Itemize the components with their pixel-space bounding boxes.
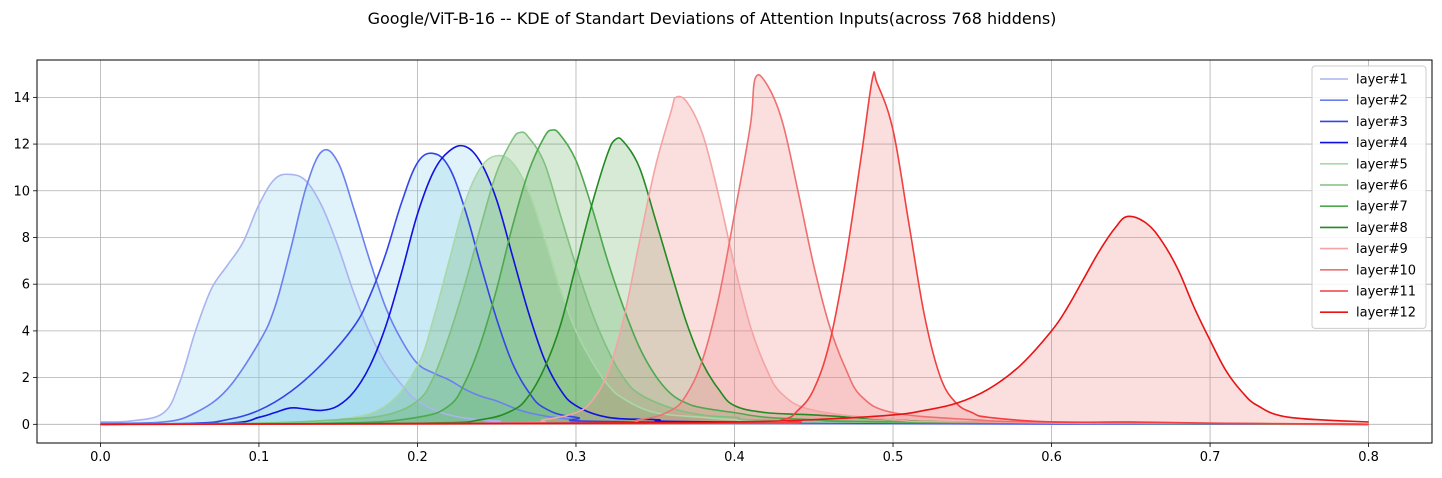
legend-label: layer#4 [1356,136,1408,151]
legend-label: layer#5 [1356,157,1408,172]
series-line-layer-1 [100,173,1369,426]
x-tick-label: 0.4 [724,450,745,465]
x-tick-label: 0.6 [1041,450,1062,465]
series-area-layer-1 [100,174,1369,425]
series-line-layer-8 [100,137,1369,426]
series-area-layer-3 [100,153,1369,425]
x-axis-ticks: 0.0 0.1 0.2 0.3 0.4 0.5 0.6 0.7 0.8 [90,443,1379,465]
y-tick-label: 0 [22,418,30,433]
legend-label: layer#3 [1356,115,1408,130]
y-tick-label: 12 [13,138,30,153]
x-tick-label: 0.5 [883,450,904,465]
series-line-layer-6 [100,131,1369,426]
y-tick-label: 4 [22,324,30,339]
legend-box [1311,65,1427,329]
series-area-layer-12 [100,216,1369,425]
series-line-layer-3 [100,152,1369,426]
y-tick-label: 6 [22,278,30,293]
series-line-layer-12 [100,215,1369,426]
y-axis-ticks: 0 2 4 6 8 10 12 14 [13,91,37,433]
legend-label: layer#10 [1356,263,1416,278]
series-area-layer-2 [100,149,1369,425]
y-tick-label: 10 [13,184,30,199]
series-line-layer-10 [100,74,1369,426]
x-tick-label: 0.1 [249,450,270,465]
x-tick-label: 0.3 [566,450,587,465]
legend-label: layer#12 [1356,306,1416,321]
x-tick-label: 0.7 [1200,450,1221,465]
legend-label: layer#8 [1356,221,1408,236]
x-tick-label: 0.0 [90,450,111,465]
series-line-layer-5 [100,154,1369,426]
x-tick-label: 0.2 [407,450,428,465]
legend-label: layer#11 [1356,285,1416,300]
legend-label: layer#1 [1356,73,1408,88]
legend-label: layer#2 [1356,94,1408,109]
series-lines [100,71,1369,426]
legend-label: layer#6 [1356,179,1408,194]
x-tick-label: 0.8 [1358,450,1379,465]
y-tick-label: 2 [22,371,30,386]
y-tick-label: 14 [13,91,30,106]
legend-label: layer#7 [1356,200,1408,215]
series-area-layer-10 [100,74,1369,425]
legend: layer#1 layer#2 layer#3 layer#4 layer#5 layer… [1311,65,1427,329]
series-area-layer-9 [100,96,1369,425]
chart-title: Google/ViT-B-16 -- KDE of Standart Devia… [368,9,1057,28]
legend-label: layer#9 [1356,242,1408,257]
y-tick-label: 8 [22,231,30,246]
